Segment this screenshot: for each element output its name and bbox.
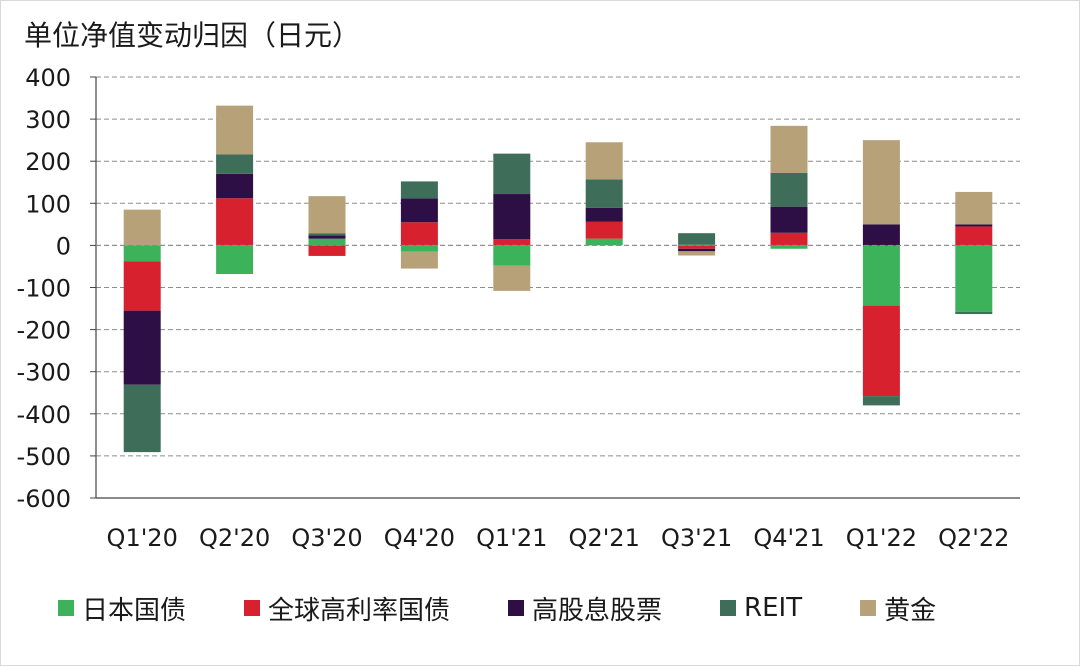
legend-swatch [860,600,877,616]
y-tick-label: -300 [17,359,71,387]
bar-segment [678,245,716,249]
bar-segment [216,245,254,275]
bar-segment [123,209,161,246]
bar-segment [862,224,900,246]
bar-segment [123,261,161,311]
y-tick-label: 200 [25,148,71,176]
y-tick-label: -500 [17,443,71,471]
y-tick-label: 400 [25,64,71,92]
bar-segment [216,105,254,155]
bar-segment [585,207,623,222]
legend-item: 日本国债 [58,590,186,627]
bar-segment [400,251,438,269]
x-tick-label: Q2'22 [938,524,1009,552]
bar-segment [678,233,716,245]
bar-segment [955,311,993,315]
bar-segment [862,245,900,306]
y-tick-label: -100 [17,275,71,303]
bar-segment [400,222,438,246]
bar-segment [585,238,623,246]
y-tick-label: 0 [56,232,71,260]
legend-swatch [58,600,74,616]
legend-label: 黄金 [884,595,937,626]
bar-segment [493,265,531,291]
legend-swatch [244,600,261,616]
x-tick-label: Q1'22 [846,524,917,552]
legend-item: REIT [720,593,802,623]
y-tick-label: -200 [17,317,71,345]
legend-label: 全球高利率国债 [268,595,451,626]
legend-item: 高股息股票 [508,590,662,627]
bar-segment [585,179,623,208]
bar-segment [955,245,993,312]
x-tick-label: Q3'21 [661,524,732,552]
bar-segment [493,239,531,246]
bar-segment [216,154,254,174]
bar-segment [862,140,900,225]
x-tick-label: Q2'20 [199,524,270,552]
x-tick-label: Q1'20 [107,524,178,552]
bar-segment [216,173,254,199]
bar-segment [400,181,438,199]
y-tick-label: 300 [25,106,71,134]
bar-segment [862,305,900,397]
bar-segment [308,245,346,256]
bar-segment [123,245,161,262]
bar-segment [308,196,346,234]
bar-segment [678,248,716,252]
y-tick-label: 100 [25,190,71,218]
bar-segment [308,233,346,236]
chart-title: 单位净值变动归因（日元） [24,19,361,52]
bar-segment [308,238,346,246]
bar-segment [400,245,438,252]
legend-item: 全球高利率国债 [244,590,450,627]
legend-label: REIT [744,593,803,623]
x-tick-label: Q2'21 [569,524,640,552]
bar-segment [216,198,254,246]
y-tick-label: -600 [17,485,71,513]
bar-segment [123,384,161,453]
legend-item: 黄金 [860,590,936,627]
bar-segment [955,226,993,246]
x-tick-label: Q4'20 [384,524,455,552]
y-tick-label: -400 [17,401,71,429]
bars [123,105,993,453]
bar-segment [400,198,438,223]
bar-segment [493,245,531,266]
bar-segment [308,235,346,239]
bar-segment [770,245,808,249]
legend: 日本国债 全球高利率国债 高股息股票 REIT 黄金 [58,588,936,628]
bar-segment [770,172,808,207]
legend-swatch [720,600,737,616]
legend-label: 高股息股票 [532,595,663,626]
bar-segment [862,396,900,406]
axes [90,76,1020,499]
y-tick-labels: 400 300 200 100 0 -100 -200 -300 -400 -500 -600 [17,64,71,513]
bar-segment [493,153,531,195]
x-tick-label: Q4'21 [753,524,824,552]
bar-segment [585,221,623,239]
bar-segment [770,125,808,173]
bar-segment [770,232,808,246]
bar-segment [123,310,161,385]
bar-segment [770,206,808,233]
bar-segment [955,224,993,227]
x-tick-label: Q1'21 [476,524,547,552]
bar-segment [678,251,716,256]
legend-swatch [508,600,525,616]
x-tick-labels: Q1'20 Q2'20 Q3'20 Q4'20 Q1'21 Q2'21 Q3'21 Q4'21… [107,524,1010,552]
legend-label: 日本国债 [82,595,187,626]
bar-segment [493,194,531,240]
bar-segment [585,142,623,180]
x-tick-label: Q3'20 [291,524,362,552]
bar-segment [955,191,993,225]
